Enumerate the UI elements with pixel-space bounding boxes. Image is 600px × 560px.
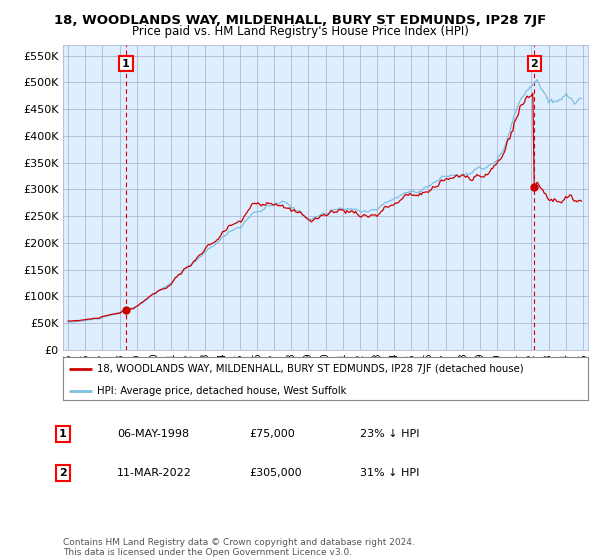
Text: £305,000: £305,000 xyxy=(249,468,302,478)
Text: 31% ↓ HPI: 31% ↓ HPI xyxy=(360,468,419,478)
Text: 18, WOODLANDS WAY, MILDENHALL, BURY ST EDMUNDS, IP28 7JF: 18, WOODLANDS WAY, MILDENHALL, BURY ST E… xyxy=(54,14,546,27)
Text: 11-MAR-2022: 11-MAR-2022 xyxy=(117,468,192,478)
Text: 23% ↓ HPI: 23% ↓ HPI xyxy=(360,429,419,439)
Text: 1: 1 xyxy=(59,429,67,439)
Text: 1: 1 xyxy=(122,59,130,68)
Text: 06-MAY-1998: 06-MAY-1998 xyxy=(117,429,189,439)
Text: Contains HM Land Registry data © Crown copyright and database right 2024.
This d: Contains HM Land Registry data © Crown c… xyxy=(63,538,415,557)
Text: 2: 2 xyxy=(59,468,67,478)
Text: HPI: Average price, detached house, West Suffolk: HPI: Average price, detached house, West… xyxy=(97,386,347,396)
Text: Price paid vs. HM Land Registry's House Price Index (HPI): Price paid vs. HM Land Registry's House … xyxy=(131,25,469,38)
Text: 18, WOODLANDS WAY, MILDENHALL, BURY ST EDMUNDS, IP28 7JF (detached house): 18, WOODLANDS WAY, MILDENHALL, BURY ST E… xyxy=(97,363,524,374)
Text: £75,000: £75,000 xyxy=(249,429,295,439)
Text: 2: 2 xyxy=(530,59,538,68)
